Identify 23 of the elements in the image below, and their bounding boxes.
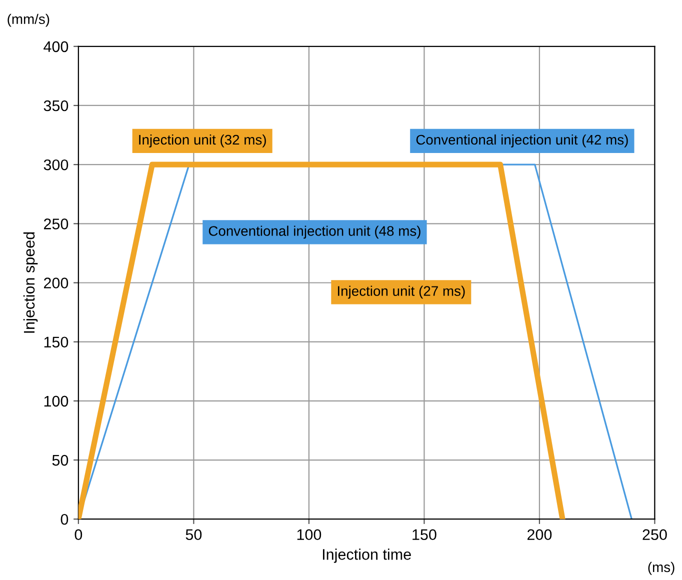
y-tick-label: 250 (44, 218, 68, 230)
annotation: Injection unit (27 ms) (338, 286, 465, 299)
y-axis-title: Injection speed (23, 232, 38, 333)
y-tick-label: 350 (44, 100, 68, 112)
annotation: Conventional injection unit (48 ms) (208, 226, 420, 239)
y-tick-label: 100 (44, 396, 68, 407)
x-tick-label: 0 (74, 529, 82, 540)
x-axis-title: Injection time (322, 548, 411, 563)
y-tick-label: 200 (44, 278, 68, 288)
y-tick-label: 150 (44, 336, 68, 348)
x-tick-label: 100 (297, 529, 322, 540)
annotation: Injection unit (32 ms) (139, 134, 266, 148)
y-tick-label: 0 (60, 514, 68, 525)
x-tick-label: 250 (642, 529, 667, 540)
y-tick-label: 50 (52, 454, 68, 466)
annotation: Conventional injection unit (42 ms) (416, 134, 628, 148)
x-tick-label: 200 (527, 529, 552, 540)
x-tick-label: 50 (186, 529, 202, 540)
y-tick-label: 300 (44, 159, 68, 170)
y-tick-label: 400 (44, 41, 68, 52)
text: (mm/s) (8, 14, 50, 27)
text: (ms) (648, 562, 674, 575)
x-tick-label: 150 (412, 529, 436, 540)
